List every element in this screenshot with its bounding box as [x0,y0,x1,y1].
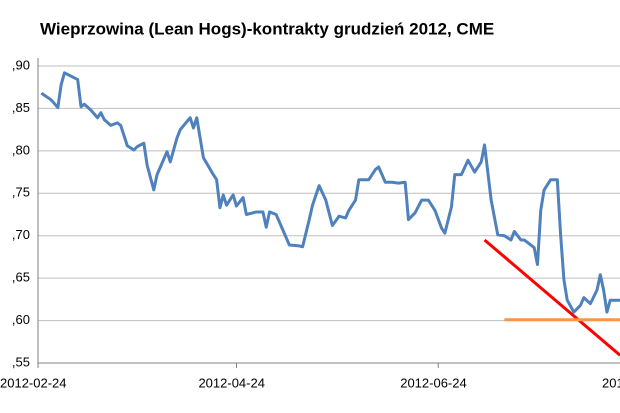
chart-title: Wieprzowina (Lean Hogs)-kontrakty grudzi… [40,19,494,38]
y-tick-label: ,65 [12,270,30,285]
y-tick-label: ,90 [12,57,30,72]
x-tick-label: 2012-06-24 [400,375,467,390]
y-tick-label: ,55 [12,354,30,369]
x-tick-label: 201 [602,375,620,390]
y-tick-label: ,80 [12,142,30,157]
x-tick-label: 2012-04-24 [198,375,265,390]
annotation-line [483,238,620,357]
y-tick-label: ,75 [12,185,30,200]
x-tick-label: 2012-02-24 [0,375,67,390]
y-tick-label: ,60 [12,312,30,327]
y-tick-label: ,85 [12,100,30,115]
series-line [40,71,620,314]
y-tick-label: ,70 [12,227,30,242]
